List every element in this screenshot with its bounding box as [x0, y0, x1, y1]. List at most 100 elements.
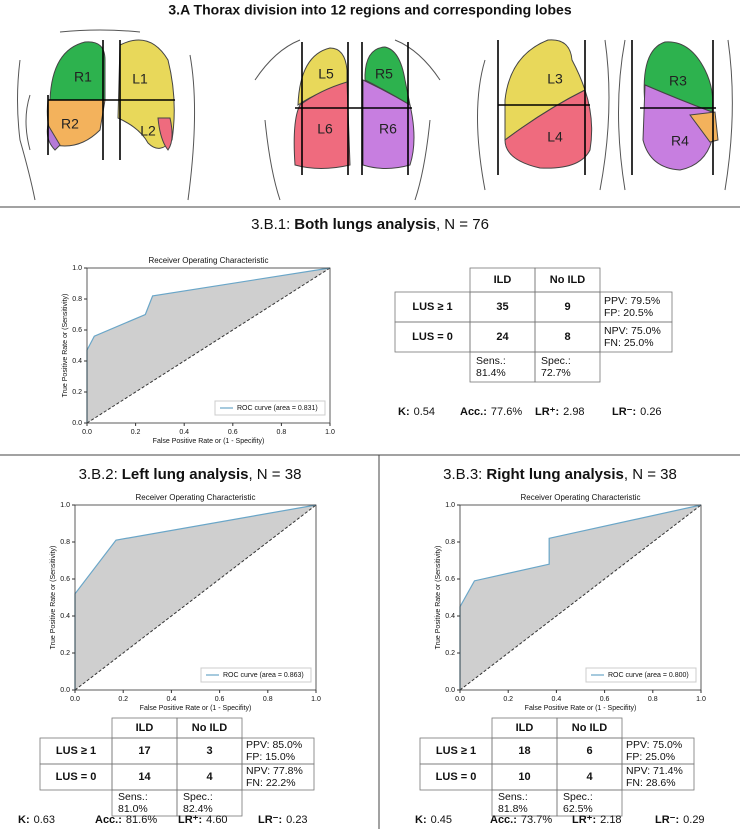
y-tick-label: 0.0 [72, 420, 82, 427]
chance-line [459, 504, 702, 691]
region-label: R4 [671, 133, 689, 149]
body-outline [254, 39, 441, 201]
panel-title: 3.B.1: Both lungs analysis, N = 76 [251, 216, 489, 233]
x-tick-label: 0.2 [503, 696, 513, 703]
region-label: L3 [547, 71, 563, 87]
legend-label: ROC curve (area = 0.831) [237, 405, 318, 412]
footer-note: Spec.: [183, 791, 213, 803]
chance-line [86, 267, 331, 424]
region-shape [504, 89, 593, 169]
row-header: LUS ≥ 1 [436, 745, 476, 757]
panel-n: , N = 38 [248, 466, 301, 483]
region-shape [642, 84, 713, 171]
footer-note: 62.5% [563, 803, 593, 815]
column-header: ILD [136, 722, 154, 734]
statistic-label: LR⁻: [612, 406, 636, 418]
statistic-label: Acc.: [460, 406, 487, 418]
region-label: L6 [317, 121, 333, 137]
y-tick-label: 0.0 [60, 687, 70, 694]
figure-title: 3.A Thorax division into 12 regions and … [168, 2, 571, 18]
column-header: No ILD [192, 722, 227, 734]
x-tick-label: 0.2 [118, 696, 128, 703]
statistic-value: 4.60 [206, 814, 227, 826]
count-cell: 6 [586, 745, 592, 757]
y-tick-label: 0.4 [60, 613, 70, 620]
y-tick-label: 0.0 [445, 687, 455, 694]
x-axis-label: False Positive Rate or (1 - Specifity) [140, 705, 252, 712]
region-label: L5 [318, 66, 334, 82]
row-note: NPV: 71.4% [626, 765, 683, 777]
x-tick-label: 0.4 [552, 696, 562, 703]
region-label: R5 [375, 66, 393, 82]
x-tick-label: 0.6 [228, 429, 238, 436]
x-tick-label: 0.6 [600, 696, 610, 703]
footer-note: Spec.: [541, 355, 571, 367]
statistic-value: 0.45 [431, 814, 452, 826]
count-cell: 4 [206, 771, 213, 783]
row-header: LUS ≥ 1 [56, 745, 96, 757]
row-header: LUS = 0 [412, 331, 453, 343]
panel-label: 3.B.2: [79, 466, 118, 483]
count-cell: 3 [206, 745, 212, 757]
plot-frame [74, 504, 317, 691]
statistic-value: 2.18 [600, 814, 621, 826]
statistic-label: Acc.: [95, 814, 122, 826]
y-axis-label: True Positive Rate or (Sensitivity) [62, 294, 69, 398]
row-note: NPV: 75.0% [604, 325, 661, 337]
y-tick-label: 0.6 [60, 576, 70, 583]
y-tick-label: 0.8 [72, 296, 82, 303]
statistic: LR⁻: 0.29 [655, 814, 705, 826]
row-note: FP: 20.5% [604, 307, 653, 319]
statistic: K: 0.45 [415, 814, 452, 826]
statistic-value: 0.23 [286, 814, 307, 826]
y-tick-label: 1.0 [60, 502, 70, 509]
row-note: PPV: 75.0% [626, 739, 682, 751]
statistic-label: K: [398, 406, 410, 418]
column-header: No ILD [572, 722, 607, 734]
statistic: Acc.: 77.6% [460, 406, 522, 418]
y-tick-label: 0.6 [72, 327, 82, 334]
region-shape [689, 111, 719, 143]
body-outline [17, 29, 196, 201]
statistic-label: LR⁺: [535, 406, 559, 418]
region-shape [362, 79, 415, 169]
y-tick-label: 0.6 [445, 576, 455, 583]
statistic: K: 0.54 [398, 406, 435, 418]
y-tick-label: 0.8 [60, 539, 70, 546]
region-label: L4 [547, 129, 563, 145]
count-cell: 35 [496, 301, 508, 313]
table-cell [599, 321, 673, 353]
footer-note: Sens.: [118, 791, 148, 803]
x-tick-label: 0.2 [131, 429, 141, 436]
body-outline [618, 39, 733, 191]
legend-label: ROC curve (area = 0.863) [223, 672, 304, 679]
statistic: LR⁺: 2.98 [535, 406, 585, 418]
statistic-value: 0.54 [414, 406, 435, 418]
panel-name: Both lungs analysis [294, 216, 436, 233]
plot-frame [86, 267, 331, 424]
footer-note: 81.8% [498, 803, 528, 815]
statistic-label: K: [18, 814, 30, 826]
x-tick-label: 1.0 [311, 696, 321, 703]
legend-box [214, 400, 326, 416]
count-cell: 10 [518, 771, 530, 783]
row-header: LUS ≥ 1 [412, 301, 452, 313]
chart-title: Receiver Operating Characteristic [135, 493, 255, 502]
x-tick-label: 0.0 [82, 429, 92, 436]
table-cell [534, 351, 601, 383]
x-tick-label: 0.8 [277, 429, 287, 436]
statistic: LR⁻: 0.26 [612, 406, 662, 418]
y-tick-label: 0.2 [72, 389, 82, 396]
region-label: R2 [61, 116, 79, 132]
x-tick-label: 0.4 [179, 429, 189, 436]
row-note: FN: 22.2% [246, 777, 296, 789]
column-header: No ILD [550, 274, 585, 286]
panel-name: Right lung analysis [486, 466, 624, 483]
statistic-label: LR⁺: [572, 814, 596, 826]
count-cell: 17 [138, 745, 150, 757]
region-label: L2 [140, 123, 156, 139]
statistic: LR⁺: 4.60 [178, 814, 228, 826]
region-label: R6 [379, 121, 397, 137]
table-cell [621, 763, 695, 791]
y-tick-label: 0.8 [445, 539, 455, 546]
